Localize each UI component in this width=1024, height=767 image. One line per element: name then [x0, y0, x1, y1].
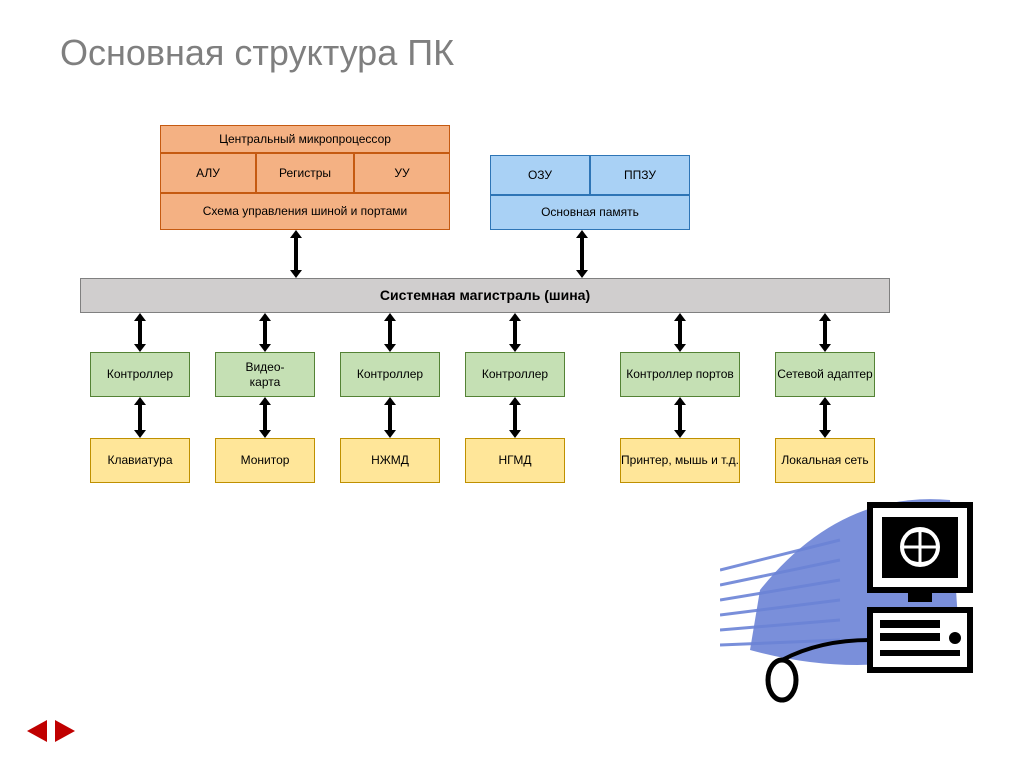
- system-bus: Системная магистраль (шина): [80, 278, 890, 313]
- nav-next-button[interactable]: [55, 720, 77, 742]
- cpu-cell-registers: Регистры: [256, 153, 354, 193]
- device-box: Клавиатура: [90, 438, 190, 483]
- cpu-header: Центральный микропроцессор: [160, 125, 450, 153]
- bidirectional-arrow: [257, 313, 273, 352]
- bidirectional-arrow: [672, 397, 688, 438]
- nav-prev-button[interactable]: [25, 720, 47, 742]
- bidirectional-arrow: [257, 397, 273, 438]
- device-box: Монитор: [215, 438, 315, 483]
- bidirectional-arrow: [672, 313, 688, 352]
- cpu-cell-cu: УУ: [354, 153, 450, 193]
- memory-cell-rom: ППЗУ: [590, 155, 690, 195]
- bidirectional-arrow: [132, 397, 148, 438]
- bidirectional-arrow: [382, 313, 398, 352]
- bidirectional-arrow: [507, 313, 523, 352]
- bidirectional-arrow: [288, 230, 304, 278]
- controller-box: Контроллер: [90, 352, 190, 397]
- page-title: Основная структура ПК: [60, 32, 454, 74]
- bidirectional-arrow: [132, 313, 148, 352]
- device-box: НГМД: [465, 438, 565, 483]
- controller-box: Контроллер: [340, 352, 440, 397]
- memory-cell-ram: ОЗУ: [490, 155, 590, 195]
- device-box: НЖМД: [340, 438, 440, 483]
- controller-box: Видео- карта: [215, 352, 315, 397]
- controller-box: Сетевой адаптер: [775, 352, 875, 397]
- controller-box: Контроллер: [465, 352, 565, 397]
- cpu-footer: Схема управления шиной и портами: [160, 193, 450, 230]
- computer-illustration: [720, 470, 1000, 730]
- cpu-cell-alu: АЛУ: [160, 153, 256, 193]
- bidirectional-arrow: [382, 397, 398, 438]
- bidirectional-arrow: [817, 397, 833, 438]
- bidirectional-arrow: [574, 230, 590, 278]
- bidirectional-arrow: [507, 397, 523, 438]
- memory-footer: Основная память: [490, 195, 690, 230]
- bidirectional-arrow: [817, 313, 833, 352]
- controller-box: Контроллер портов: [620, 352, 740, 397]
